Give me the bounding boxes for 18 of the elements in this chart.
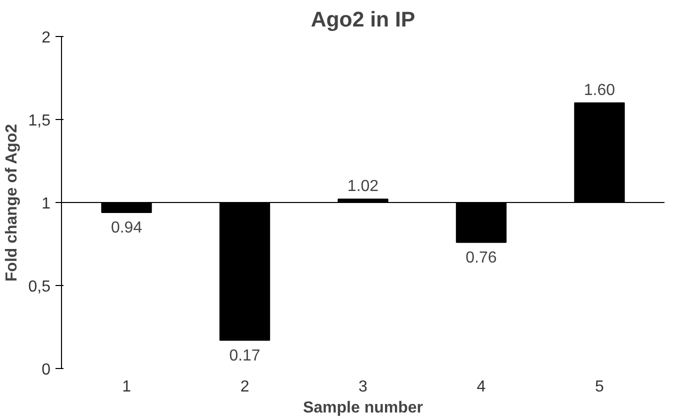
chart-title: Ago2 in IP bbox=[310, 8, 416, 32]
x-tick-label: 4 bbox=[476, 378, 486, 396]
data-label: 0.17 bbox=[229, 347, 260, 364]
x-axis-title: Sample number bbox=[302, 400, 424, 416]
x-tick-label: 2 bbox=[240, 378, 250, 396]
y-axis-title: Fold change of Ago2 bbox=[3, 124, 20, 282]
y-tick-label: 2 bbox=[42, 30, 51, 46]
data-label: 0.76 bbox=[466, 249, 497, 266]
data-label: 0.94 bbox=[110, 219, 142, 236]
y-tick-label: 0,5 bbox=[28, 278, 51, 296]
data-label: 1.60 bbox=[584, 82, 616, 99]
x-tick-label: 1 bbox=[122, 378, 132, 396]
x-tick-label: 5 bbox=[595, 378, 604, 396]
y-tick-label: 0 bbox=[42, 362, 51, 378]
y-tick-label: 1 bbox=[42, 196, 51, 212]
data-label: 1.02 bbox=[347, 178, 379, 196]
x-tick-label: 3 bbox=[358, 378, 368, 396]
y-tick-label: 1,5 bbox=[28, 112, 51, 130]
